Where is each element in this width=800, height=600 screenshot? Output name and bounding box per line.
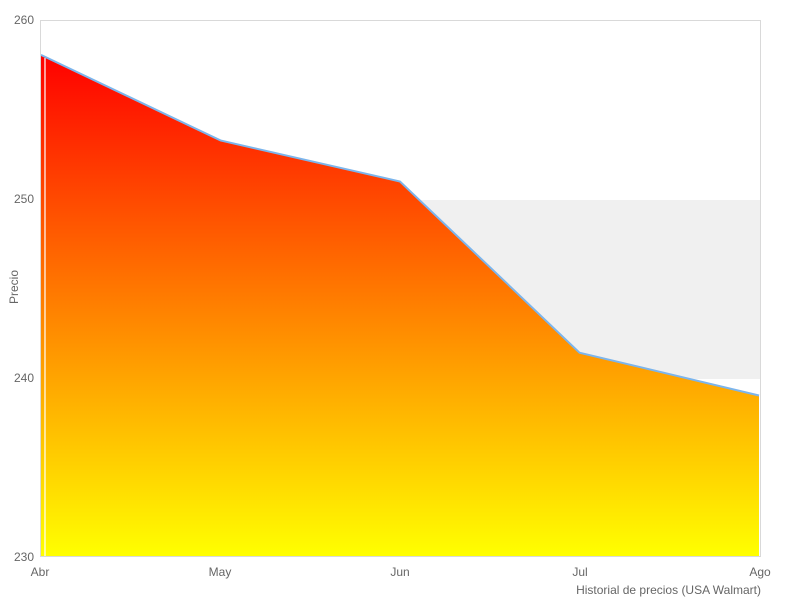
area-fill[interactable] [41,54,760,556]
x-tick-label-may: May [208,565,232,579]
area-series[interactable] [41,21,760,556]
series-line[interactable] [41,53,760,397]
x-tick-label-jun: Jun [390,565,410,579]
chart-caption: Historial de precios (USA Walmart) [576,583,761,597]
y-tick-label-250: 250 [13,192,34,206]
y-tick-label-260: 260 [13,13,34,27]
x-tick-label-jul: Jul [572,565,588,579]
y-axis-title: Precio [7,269,21,305]
x-tick-label-ago: Ago [749,565,771,579]
y-tick-label-240: 240 [13,371,34,385]
plot-area [40,20,761,557]
y-tick-label-230: 230 [13,550,34,564]
x-tick-label-abr: Abr [30,565,50,579]
